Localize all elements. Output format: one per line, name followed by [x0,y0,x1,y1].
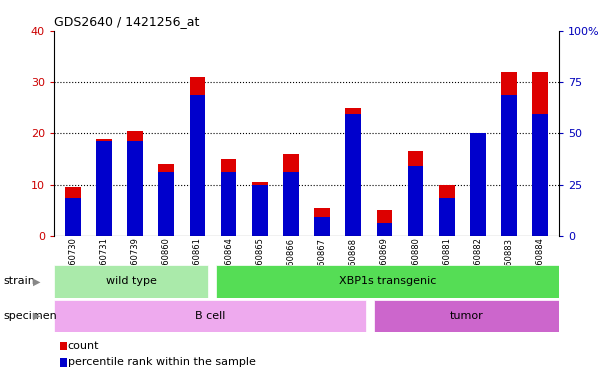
Bar [314,217,330,236]
Bar [159,172,174,236]
Bar [283,172,299,236]
Bar [127,131,143,236]
Text: count: count [68,341,99,351]
Bar [346,114,361,236]
Bar [439,185,454,236]
Bar [470,133,486,236]
Bar [65,187,81,236]
Bar [127,141,143,236]
Bar [54,300,365,332]
Text: ▶: ▶ [33,276,40,286]
Bar [501,95,517,236]
Bar [532,114,548,236]
Text: wild type: wild type [106,276,156,286]
Bar [221,159,236,236]
Bar [470,141,486,236]
Text: percentile rank within the sample: percentile rank within the sample [68,358,255,367]
Bar [252,182,267,236]
Bar [408,166,423,236]
Bar [65,198,81,236]
Bar [190,95,205,236]
Bar [190,77,205,236]
Text: tumor: tumor [450,311,483,321]
Bar [377,210,392,236]
Text: specimen: specimen [3,311,56,321]
Bar [283,154,299,236]
Bar [159,164,174,236]
Bar [377,223,392,236]
Bar [439,198,454,236]
Text: XBP1s transgenic: XBP1s transgenic [339,276,436,286]
Text: strain: strain [3,276,35,286]
Bar [252,185,267,236]
Text: GDS2640 / 1421256_at: GDS2640 / 1421256_at [54,15,200,28]
Text: ▶: ▶ [33,311,40,321]
Bar [314,208,330,236]
Bar [96,141,112,236]
Bar [501,72,517,236]
Bar [346,108,361,236]
Text: B cell: B cell [195,311,225,321]
Bar [216,265,559,298]
Bar [532,72,548,236]
Bar [96,139,112,236]
Bar [408,151,423,236]
Bar [374,300,559,332]
Bar [221,172,236,236]
Bar [54,265,208,298]
